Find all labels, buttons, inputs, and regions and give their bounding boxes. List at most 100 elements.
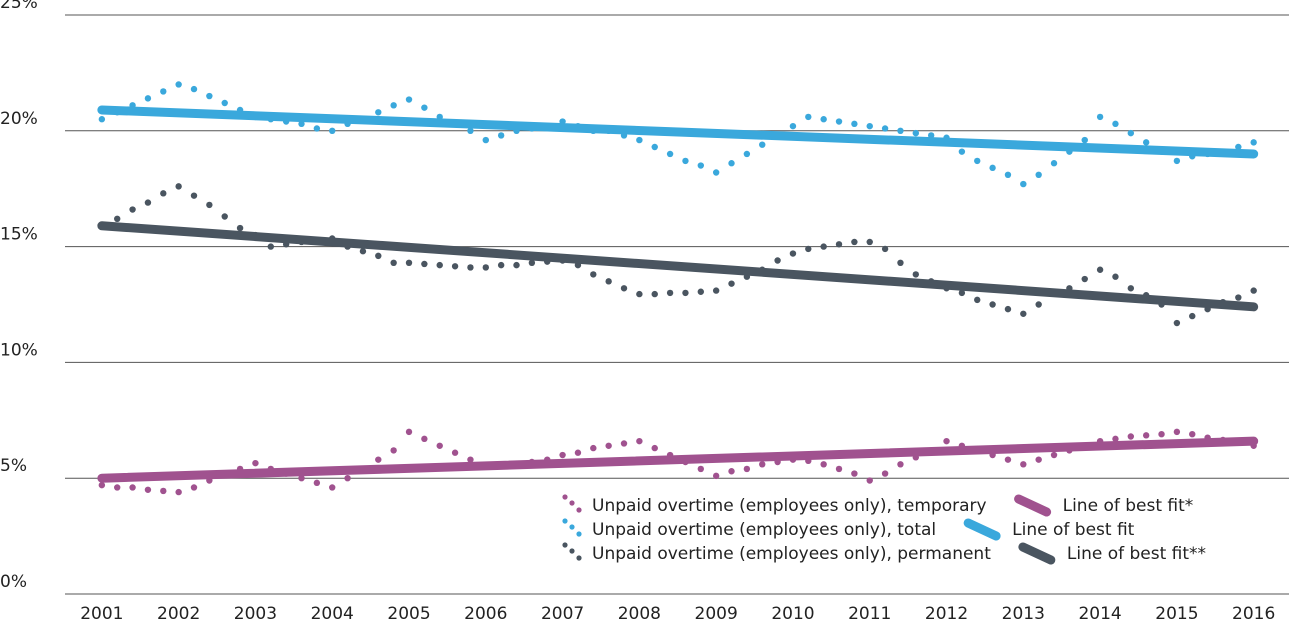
x-tick-label: 2006 bbox=[464, 604, 507, 624]
data-dot bbox=[175, 81, 182, 88]
data-dot bbox=[682, 157, 689, 165]
x-tick-label: 2015 bbox=[1155, 604, 1198, 624]
x-tick-label: 2011 bbox=[848, 604, 891, 624]
data-dot bbox=[574, 449, 582, 456]
data-dot bbox=[1050, 451, 1058, 459]
data-dot bbox=[912, 129, 920, 137]
data-dot bbox=[1004, 456, 1012, 463]
legend-dot bbox=[562, 518, 568, 524]
data-dot bbox=[129, 206, 136, 213]
data-dot bbox=[1173, 157, 1181, 165]
data-dot bbox=[636, 136, 643, 144]
data-dot bbox=[1020, 180, 1027, 188]
data-dot bbox=[98, 481, 106, 489]
data-dot bbox=[421, 104, 428, 111]
data-dot bbox=[728, 280, 735, 287]
data-dot bbox=[1035, 456, 1042, 463]
data-dot bbox=[1096, 266, 1104, 273]
data-dot bbox=[221, 99, 228, 107]
data-dot bbox=[1096, 113, 1104, 121]
data-dot bbox=[436, 442, 443, 449]
legend-dot bbox=[569, 500, 575, 506]
data-dot bbox=[451, 263, 459, 270]
data-dot bbox=[375, 456, 382, 463]
data-dot bbox=[651, 143, 658, 151]
data-dot bbox=[497, 132, 505, 139]
data-dot bbox=[482, 264, 489, 271]
data-dot bbox=[528, 259, 536, 267]
data-dot bbox=[743, 150, 751, 158]
legend-dot bbox=[576, 555, 582, 561]
data-dot bbox=[897, 127, 904, 134]
data-dot bbox=[559, 451, 566, 459]
dot-series bbox=[98, 183, 1257, 327]
data-dot bbox=[620, 285, 628, 292]
data-dot bbox=[1020, 461, 1027, 468]
data-dot bbox=[759, 461, 766, 468]
legend-label: Unpaid overtime (employees only), total bbox=[592, 520, 936, 540]
data-dot bbox=[820, 116, 827, 123]
data-dot bbox=[897, 259, 904, 267]
data-dot bbox=[897, 461, 904, 468]
data-dot bbox=[1004, 305, 1012, 313]
fit-line bbox=[97, 221, 1259, 312]
data-dot bbox=[605, 278, 612, 285]
legend-dot bbox=[562, 494, 568, 500]
data-dot bbox=[1004, 171, 1012, 179]
data-dot bbox=[651, 290, 658, 298]
data-dot bbox=[344, 475, 351, 482]
data-dot bbox=[590, 271, 597, 278]
x-tick-label: 2012 bbox=[925, 604, 968, 624]
data-dot bbox=[666, 150, 674, 158]
legend-line bbox=[963, 518, 1001, 541]
data-dot bbox=[467, 127, 474, 134]
data-dot bbox=[144, 95, 152, 102]
data-dot bbox=[1173, 428, 1181, 436]
data-dot bbox=[98, 116, 106, 123]
data-dot bbox=[1081, 136, 1088, 144]
data-dot bbox=[375, 252, 382, 260]
data-dot bbox=[820, 243, 827, 250]
data-dot bbox=[958, 289, 966, 297]
data-dot bbox=[267, 243, 274, 250]
data-dot bbox=[636, 437, 643, 445]
data-dot bbox=[866, 477, 873, 484]
data-dot bbox=[482, 136, 489, 144]
data-dot bbox=[298, 475, 305, 482]
data-dot bbox=[390, 259, 397, 267]
data-dot bbox=[881, 245, 889, 253]
data-dot bbox=[190, 192, 198, 199]
data-dot bbox=[682, 289, 689, 297]
legend-line bbox=[1014, 494, 1052, 517]
data-dot bbox=[329, 127, 336, 134]
data-dot bbox=[1235, 143, 1242, 151]
data-dot bbox=[1081, 275, 1088, 283]
data-dot bbox=[1020, 310, 1027, 317]
data-dot bbox=[1035, 301, 1042, 308]
y-tick-label: 10% bbox=[0, 340, 38, 360]
data-dot bbox=[221, 213, 228, 220]
data-dot bbox=[451, 449, 459, 456]
data-dot bbox=[313, 479, 321, 487]
data-dot bbox=[206, 92, 213, 100]
data-dot bbox=[436, 261, 443, 269]
data-dot bbox=[313, 125, 321, 132]
data-dot bbox=[390, 447, 397, 454]
x-tick-label: 2002 bbox=[157, 604, 200, 624]
data-dot bbox=[728, 160, 735, 167]
data-dot bbox=[881, 470, 889, 477]
fit-line bbox=[97, 105, 1259, 159]
data-dot bbox=[866, 122, 873, 130]
data-dot bbox=[1112, 120, 1119, 128]
y-tick-label: 0% bbox=[0, 572, 27, 592]
data-dot bbox=[497, 261, 505, 269]
data-dot bbox=[712, 169, 720, 176]
data-dot bbox=[467, 456, 474, 463]
data-dot bbox=[728, 468, 735, 475]
data-dot bbox=[881, 125, 889, 132]
data-dot bbox=[513, 261, 520, 269]
data-dot bbox=[390, 102, 397, 109]
data-dot bbox=[851, 470, 858, 477]
data-dot bbox=[405, 259, 413, 267]
data-dot bbox=[1158, 430, 1165, 438]
